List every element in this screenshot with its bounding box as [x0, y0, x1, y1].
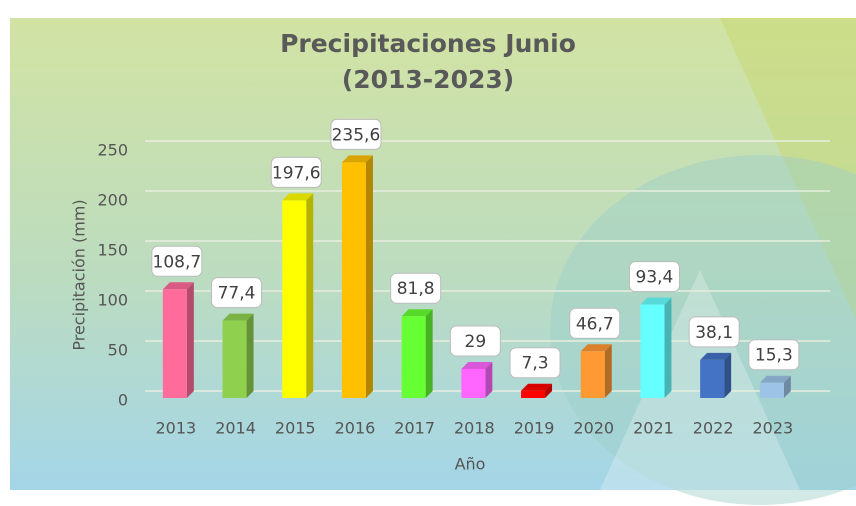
y-tick-label: 150: [97, 241, 128, 260]
x-tick-label: 2023: [752, 419, 793, 438]
bar: [163, 289, 187, 398]
value-label: 81,8: [397, 279, 435, 299]
x-tick-label: 2017: [394, 419, 435, 438]
page: Precipitación (mm) Año 0 50 100 150 200 250 20…: [0, 0, 856, 506]
bar-side: [605, 344, 612, 398]
bar: [700, 360, 724, 398]
bar: [521, 391, 545, 398]
value-label: 15,3: [755, 346, 793, 366]
y-axis-label: Precipitación (mm): [70, 199, 89, 350]
value-label: 235,6: [332, 125, 381, 145]
bar-side: [187, 282, 194, 398]
y-tick-label: 100: [97, 291, 128, 310]
x-tick-label: 2022: [693, 419, 734, 438]
value-label: 77,4: [218, 284, 256, 304]
y-tick-label: 250: [97, 141, 128, 160]
x-tick-label: 2016: [335, 419, 376, 438]
bar-side: [247, 314, 254, 398]
bar: [223, 321, 247, 398]
x-tick-label: 2019: [514, 419, 555, 438]
bar-side: [306, 193, 313, 398]
value-label: 46,7: [576, 314, 614, 334]
value-label: 108,7: [153, 252, 202, 272]
x-tick-label: 2020: [573, 419, 614, 438]
bar-side: [724, 353, 731, 398]
x-tick-label: 2015: [275, 419, 316, 438]
y-tick-label: 200: [97, 191, 128, 210]
x-tick-label: 2014: [215, 419, 256, 438]
bar: [461, 369, 485, 398]
bar: [342, 162, 366, 398]
value-label: 38,1: [695, 323, 733, 343]
bar: [640, 305, 664, 398]
bar: [760, 383, 784, 398]
bar-side: [664, 298, 671, 398]
x-tick-label: 2021: [633, 419, 674, 438]
bar: [402, 316, 426, 398]
value-label: 93,4: [636, 268, 674, 288]
bar: [282, 200, 306, 398]
y-tick-label: 0: [118, 391, 128, 410]
value-label: 29: [465, 332, 487, 352]
value-label: 7,3: [522, 354, 549, 374]
x-axis-label: Año: [455, 455, 486, 474]
x-tick-label: 2013: [155, 419, 196, 438]
x-tick-label: 2018: [454, 419, 495, 438]
y-tick-label: 50: [108, 341, 128, 360]
value-label: 197,6: [272, 163, 321, 183]
bar: [581, 351, 605, 398]
bar-side: [426, 309, 433, 398]
bar-side: [366, 155, 373, 398]
chart-title: Precipitaciones Junio (2013-2023): [0, 26, 856, 98]
